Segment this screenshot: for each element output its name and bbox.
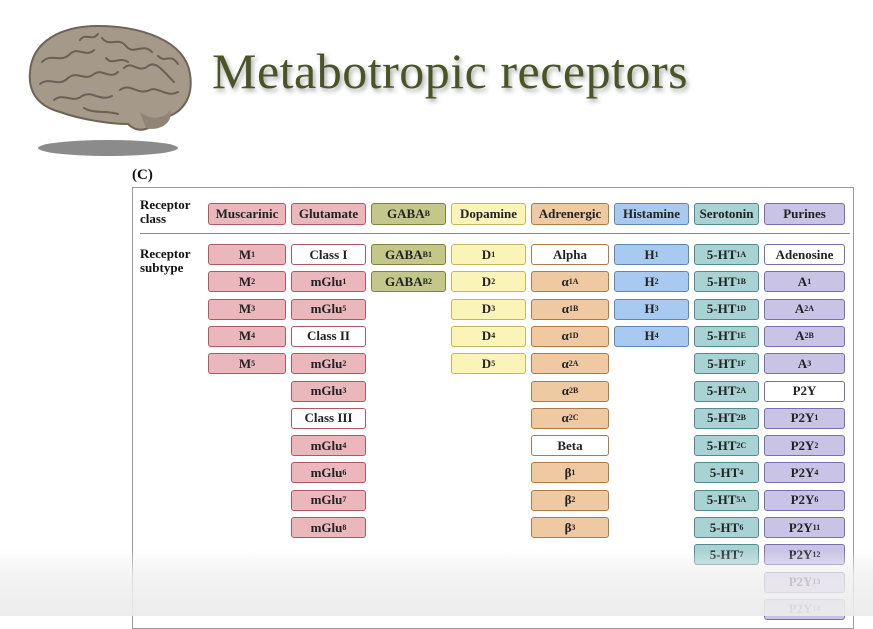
subtype-glutamate-mglu6: mGlu 6 xyxy=(291,462,366,484)
class-header-purines: Purines xyxy=(764,203,845,225)
subtype-glutamate-mglu2: mGlu 2 xyxy=(291,353,366,375)
subtype-serotonin-5-ht1d: 5-HT 1D xyxy=(694,298,759,320)
subtype-glutamate-mglu3: mGlu 3 xyxy=(291,380,366,402)
page-title: Metabotropic receptors xyxy=(212,43,689,99)
subtype-serotonin-5-ht1f: 5-HT 1F xyxy=(694,353,759,375)
subtype-adrenergic-α2a: α 2A xyxy=(531,353,609,375)
subtype-purines-p2y6: P2Y 6 xyxy=(764,489,845,511)
subtype-glutamate-class-ii: Class II xyxy=(291,325,366,347)
class-header-gaba: GABA B xyxy=(371,203,446,225)
subtype-serotonin-5-ht2a: 5-HT 2A xyxy=(694,380,759,402)
subtype-serotonin-5-ht1a: 5-HT 1A xyxy=(694,244,759,265)
subtype-adrenergic-α1d: α 1D xyxy=(531,325,609,347)
subtype-purines-p2y11: P2Y 11 xyxy=(764,517,845,538)
subtype-purines-p2y14: P2Y 14 xyxy=(764,598,845,620)
class-header-dopamine: Dopamine xyxy=(451,203,526,225)
subtype-adrenergic-α1b: α 1B xyxy=(531,298,609,320)
class-header-serotonin: Serotonin xyxy=(694,203,759,225)
subtype-adrenergic-beta: Beta xyxy=(531,435,609,457)
subtype-purines-p2y4: P2Y 4 xyxy=(764,462,845,484)
figure-label: (C) xyxy=(132,167,153,183)
subtype-serotonin-5-ht7: 5-HT 7 xyxy=(694,544,759,566)
class-header-histamine: Histamine xyxy=(614,203,689,225)
subtype-glutamate-mglu4: mGlu 4 xyxy=(291,435,366,457)
class-header-adrenergic: Adrenergic xyxy=(531,203,609,225)
class-header-muscarinic: Muscarinic xyxy=(208,203,286,225)
brain-illustration xyxy=(20,12,200,162)
subtype-purines-p2y12: P2Y 12 xyxy=(764,544,845,566)
subtype-adrenergic-α2b: α 2B xyxy=(531,380,609,402)
row-header-class: Receptor class xyxy=(140,197,191,226)
subtype-serotonin-5-ht1e: 5-HT 1E xyxy=(694,325,759,347)
row-header-subtype: Receptor subtype xyxy=(140,246,191,275)
subtype-serotonin-5-ht1b: 5-HT 1B xyxy=(694,271,759,293)
subtype-glutamate-class-iii: Class III xyxy=(291,407,366,429)
header-divider xyxy=(140,233,850,234)
subtype-glutamate-mglu7: mGlu 7 xyxy=(291,489,366,511)
subtype-purines-p2y2: P2Y 2 xyxy=(764,435,845,457)
subtype-serotonin-5-ht5a: 5-HT 5A xyxy=(694,489,759,511)
subtype-adrenergic-α2c: α 2C xyxy=(531,407,609,429)
subtype-serotonin-5-ht4: 5-HT 4 xyxy=(694,462,759,484)
subtype-glutamate-mglu5: mGlu 5 xyxy=(291,298,366,320)
subtype-purines-a2a: A 2A xyxy=(764,298,845,320)
subtype-glutamate-mglu1: mGlu 1 xyxy=(291,271,366,293)
subtype-purines-p2y: P2Y xyxy=(764,380,845,402)
subtype-purines-p2y13: P2Y 13 xyxy=(764,571,845,593)
subtype-serotonin-5-ht2b: 5-HT 2B xyxy=(694,407,759,429)
subtype-glutamate-class-i: Class I xyxy=(291,244,366,265)
subtype-purines-p2y1: P2Y 1 xyxy=(764,407,845,429)
subtype-serotonin-5-ht2c: 5-HT 2C xyxy=(694,435,759,457)
subtype-adrenergic-α1a: α 1A xyxy=(531,271,609,293)
subtype-gaba-gabab2: GABA B2 xyxy=(371,271,446,293)
subtype-glutamate-mglu8: mGlu 8 xyxy=(291,517,366,538)
subtype-purines-adenosine: Adenosine xyxy=(764,244,845,265)
subtype-adrenergic-alpha: Alpha xyxy=(531,244,609,265)
subtype-purines-a2b: A 2B xyxy=(764,325,845,347)
class-header-glutamate: Glutamate xyxy=(291,203,366,225)
subtype-gaba-gabab1: GABA B1 xyxy=(371,244,446,265)
subtype-serotonin-5-ht6: 5-HT 6 xyxy=(694,517,759,538)
